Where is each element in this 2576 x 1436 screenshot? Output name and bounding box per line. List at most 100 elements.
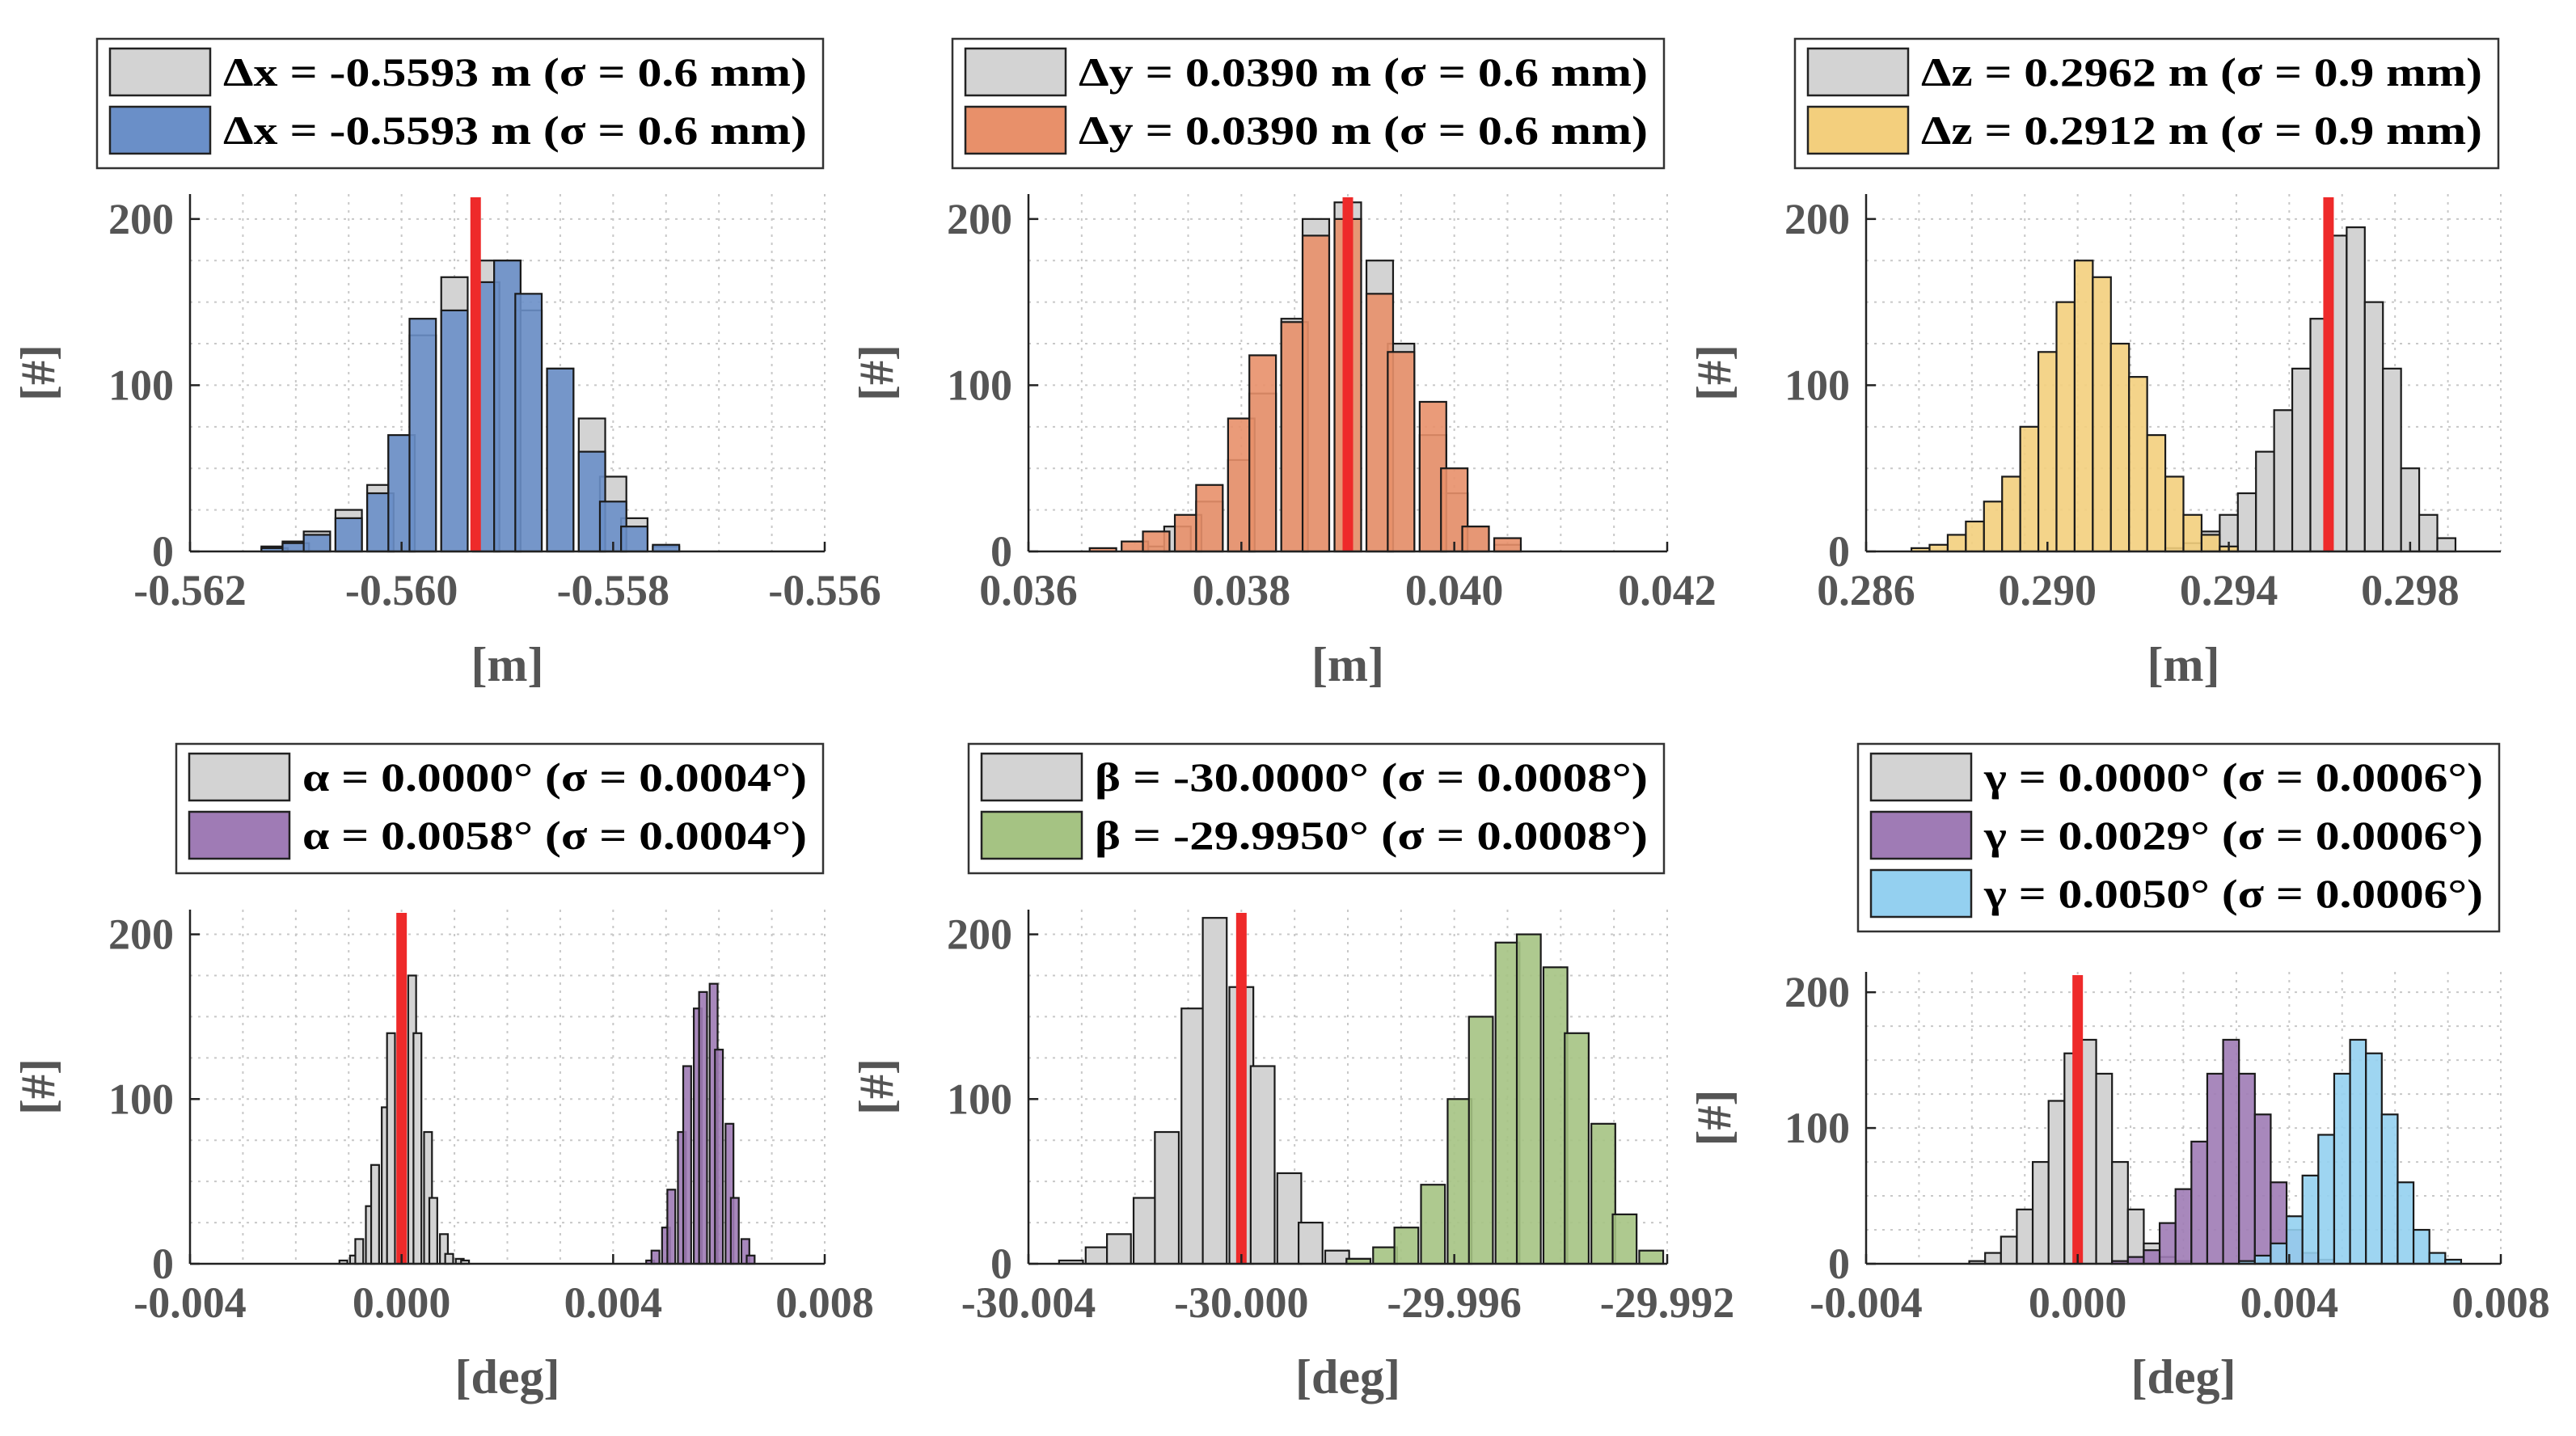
y-axis-label: [#]: [850, 344, 903, 401]
histogram-bar: [2001, 475, 2021, 553]
legend-entry: Δx = -0.5593 m (σ = 0.6 mm): [223, 49, 807, 95]
histogram-bar: [440, 309, 469, 553]
histogram-bar: [2158, 1222, 2177, 1265]
x-tick-label: 0.004: [564, 1278, 663, 1327]
histogram-bar: [1324, 1249, 1350, 1265]
legend-entry: β = -30.0000° (σ = 0.0008°): [1095, 754, 1648, 800]
x-tick-label: 0.036: [979, 566, 1078, 615]
histogram-bar: [428, 1197, 438, 1265]
x-tick-label: 0.004: [2240, 1278, 2339, 1327]
x-tick-label: -29.992: [1600, 1278, 1734, 1327]
y-tick-label: 0: [1828, 527, 1850, 576]
histogram-bar: [354, 1238, 365, 1265]
x-tick-label: -0.004: [133, 1278, 246, 1327]
y-tick-label: 100: [1784, 1104, 1850, 1152]
y-tick-label: 100: [947, 1075, 1012, 1123]
histogram-bar: [1154, 1130, 1180, 1265]
histogram-bar: [1201, 917, 1228, 1265]
histogram-bar: [2055, 301, 2076, 553]
histogram-bar: [698, 990, 708, 1265]
histogram-panel-3: 0.286 0.290 0.294 0.298 0 100 200 [m] [#] Δz = 0.…: [1687, 37, 2502, 691]
x-tick-label: 0.298: [2361, 566, 2460, 615]
histogram-bar: [2238, 1072, 2256, 1265]
histogram-bar: [1298, 1221, 1324, 1265]
histogram-bar: [1393, 1227, 1420, 1265]
histogram-bar: [2253, 1113, 2272, 1265]
y-tick-label: 200: [108, 195, 174, 243]
histogram-bar: [546, 367, 575, 553]
histogram-bar: [1420, 1184, 1446, 1265]
histogram-bar: [1106, 1233, 1132, 1265]
legend-swatch: [1869, 810, 1973, 860]
histogram-bar: [2073, 260, 2094, 553]
legend-entry: γ = 0.0050° (σ = 0.0006°): [1983, 871, 2483, 916]
x-axis-label: [deg]: [2131, 1350, 2236, 1404]
x-axis-label: [deg]: [1295, 1350, 1400, 1404]
histogram-bar: [1142, 530, 1171, 553]
histogram-bar: [2019, 425, 2040, 553]
histogram-bar: [2126, 1256, 2145, 1265]
histogram-bar: [1461, 526, 1490, 553]
series-1: [1058, 917, 1372, 1265]
histogram-bar: [2346, 226, 2366, 553]
legend-box: [1793, 37, 2500, 170]
histogram-bar: [2273, 409, 2294, 553]
histogram-bar: [2047, 1100, 2066, 1265]
histogram-bar: [2333, 1072, 2351, 1265]
histogram-bar: [1372, 1246, 1398, 1265]
histogram-bar: [2222, 1038, 2240, 1265]
series-2: [260, 260, 681, 553]
x-tick-label: -29.996: [1387, 1278, 1521, 1327]
y-axis-label: [#]: [11, 344, 65, 401]
histogram-bar: [2363, 301, 2384, 553]
x-tick-label: -0.004: [1810, 1278, 1922, 1327]
y-tick-label: 0: [990, 527, 1012, 576]
x-tick-label: 0.038: [1193, 566, 1291, 615]
histogram-bar: [2164, 475, 2185, 553]
legend-entry: Δy = 0.0390 m (σ = 0.6 mm): [1079, 108, 1648, 153]
histogram-bar: [1494, 941, 1521, 1265]
histogram-bar: [1180, 1007, 1206, 1265]
histogram-bar: [2380, 1113, 2399, 1265]
legend: Δy = 0.0390 m (σ = 0.6 mm) Δy = 0.0390 m …: [951, 37, 1666, 170]
y-tick-label: 100: [108, 1075, 174, 1123]
legend: α = 0.0000° (σ = 0.0004°) α = 0.0058° (σ …: [175, 742, 825, 875]
histogram-bar: [2236, 492, 2257, 553]
histogram-bar: [2000, 1235, 2018, 1265]
x-tick-label: 0.040: [1405, 566, 1504, 615]
histogram-bar: [745, 1254, 756, 1265]
series-2: [1088, 218, 1522, 553]
x-tick-label: 0.008: [2451, 1278, 2550, 1327]
y-tick-label: 0: [1828, 1240, 1850, 1288]
histogram-bar: [2412, 1228, 2430, 1265]
x-tick-label: 0.000: [353, 1278, 451, 1327]
histogram-bar: [714, 1049, 724, 1265]
histogram-bar: [2397, 1181, 2415, 1265]
histogram-bar: [2095, 1072, 2114, 1265]
y-tick-label: 200: [947, 195, 1012, 243]
histogram-bar: [1301, 234, 1331, 553]
histogram-bar: [1983, 500, 2004, 553]
histogram-bar: [2418, 513, 2439, 553]
histogram-bar: [2200, 534, 2221, 553]
histogram-bar: [650, 1249, 661, 1265]
legend-swatch: [1806, 47, 1910, 97]
y-tick-label: 0: [990, 1240, 1012, 1288]
histogram-bar: [2206, 1072, 2224, 1265]
legend: Δx = -0.5593 m (σ = 0.6 mm) Δx = -0.5593 …: [95, 37, 825, 170]
legend-swatch: [980, 810, 1083, 860]
x-axis-label: [deg]: [455, 1350, 560, 1404]
histogram-bar: [2037, 351, 2058, 553]
histogram-bar: [2349, 1038, 2367, 1265]
histogram-bar: [334, 517, 363, 553]
x-tick-label: 0.294: [2180, 566, 2278, 615]
histogram-bar: [2111, 1160, 2129, 1265]
legend-entry: β = -29.9950° (σ = 0.0008°): [1095, 813, 1648, 858]
histogram-bar: [2109, 342, 2130, 553]
legend-entry: Δz = 0.2912 m (σ = 0.9 mm): [1921, 108, 2482, 153]
x-tick-label: -0.562: [133, 566, 246, 615]
histogram-bar: [2301, 1174, 2320, 1265]
x-tick-label: 0.290: [1999, 566, 2097, 615]
legend-swatch: [188, 752, 291, 802]
